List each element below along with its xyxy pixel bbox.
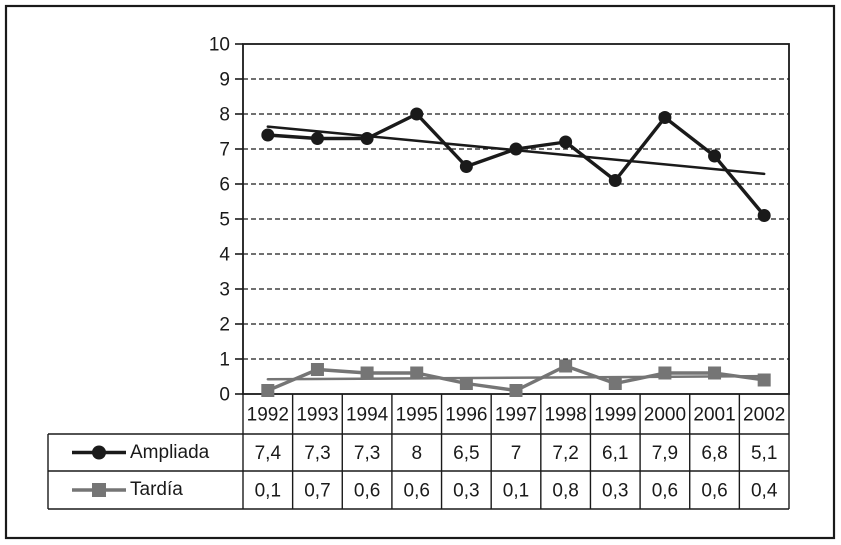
tardía-value-2002: 0,4 [751,481,778,502]
tardía-marker-1996 [459,377,473,390]
y-tick-label-9: 9 [219,70,230,91]
ampliada-value-1995: 8 [411,443,422,464]
ampliada-value-1999: 6,1 [602,443,628,464]
year-label-2000: 2000 [644,405,686,426]
y-tick-label-5: 5 [219,210,230,231]
year-label-2002: 2002 [743,405,785,426]
ampliada-marker-2000 [658,111,672,124]
tardía-value-1992: 0,1 [255,481,281,502]
ampliada-value-2002: 5,1 [751,443,777,464]
tardía-marker-2000 [658,366,672,380]
tardía-marker-1993 [310,363,324,376]
tardía-value-1998: 0,8 [552,481,578,502]
tardía-value-1995: 0,6 [404,481,430,502]
y-tick-label-4: 4 [219,245,230,266]
y-tick-label-6: 6 [219,175,230,196]
year-label-1996: 1996 [445,405,487,426]
year-label-1997: 1997 [495,405,537,426]
tardía-marker-1997 [509,384,523,397]
ampliada-marker-1997 [509,142,523,156]
y-tick-label-0: 0 [219,385,230,406]
tardía-value-2001: 0,6 [701,481,727,502]
ampliada-series-line [266,112,766,218]
ampliada-legend-marker-icon [92,445,106,460]
y-tick-label-3: 3 [219,280,230,301]
tardía-marker-2002 [757,373,771,387]
ampliada-marker-2001 [708,149,722,163]
year-label-1993: 1993 [296,405,338,426]
legend-label-tardia: Tardía [130,479,183,500]
y-tick-label-10: 10 [209,35,230,56]
tardía-marker-2001 [708,366,722,380]
ampliada-value-2000: 7,9 [652,443,678,464]
ampliada-marker-1995 [410,107,424,121]
ampliada-value-2001: 6,8 [701,443,727,464]
year-label-1999: 1999 [594,405,636,426]
ampliada-marker-1996 [459,160,473,173]
tardía-value-1997: 0,1 [503,481,529,502]
year-label-1995: 1995 [396,405,438,426]
y-tick-label-7: 7 [219,140,230,161]
ampliada-marker-1998 [559,135,573,149]
outer-frame [4,4,836,540]
ampliada-marker-1999 [608,174,622,187]
tardía-value-1993: 0,7 [304,481,330,502]
tardía-trendline [266,374,766,381]
ampliada-marker-1994 [360,132,374,145]
ampliada-value-1996: 6,5 [453,443,479,464]
ampliada-marker-1993 [310,132,324,145]
year-label-1994: 1994 [346,405,389,426]
y-tick-label-2: 2 [219,315,230,336]
tardía-marker-1992 [261,384,275,397]
ampliada-marker-1992 [261,128,275,142]
tardía-value-2000: 0,6 [652,481,678,502]
year-label-2001: 2001 [693,405,735,426]
legend-label-ampliada: Ampliada [130,441,210,463]
year-label-1998: 1998 [544,405,586,426]
tardía-marker-1995 [410,366,424,380]
ampliada-marker-2002 [757,209,771,222]
y-tick-label-8: 8 [219,105,230,126]
ampliada-value-1994: 7,3 [354,443,380,464]
tardía-legend-marker-icon [92,483,106,497]
ampliada-value-1998: 7,2 [552,443,578,464]
tardía-value-1999: 0,3 [602,481,628,502]
tardía-marker-1998 [559,359,573,373]
y-tick-label-1: 1 [219,350,230,371]
year-label-1992: 1992 [247,405,289,426]
ampliada-value-1993: 7,3 [304,443,330,464]
tardía-marker-1999 [608,377,622,390]
ampliada-value-1997: 7 [511,443,522,464]
tardía-marker-1994 [360,366,374,380]
tardía-value-1996: 0,3 [453,481,479,502]
ampliada-value-1992: 7,4 [255,443,282,464]
tardía-value-1994: 0,6 [354,481,380,502]
